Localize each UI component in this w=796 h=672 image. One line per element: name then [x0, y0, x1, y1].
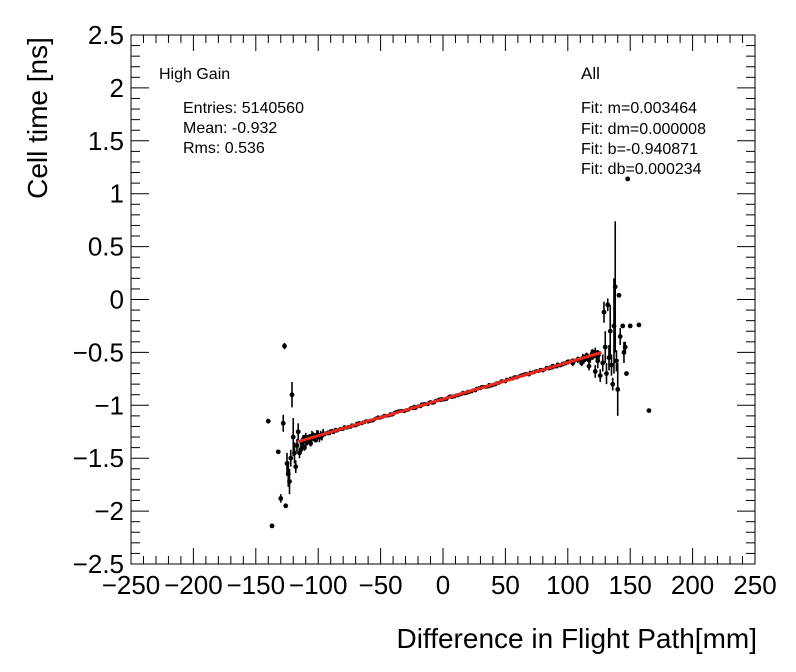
y-tick-label: −0.5	[73, 337, 124, 367]
x-tick-label: 100	[546, 570, 589, 600]
stats-mean: Mean: -0.932	[183, 120, 277, 137]
x-tick-label: −200	[164, 570, 223, 600]
data-point	[600, 360, 606, 366]
data-point	[609, 362, 614, 368]
y-tick-label: 1.5	[88, 126, 124, 156]
data-point	[308, 440, 314, 446]
data-point	[622, 344, 628, 350]
y-tick-label: 2.5	[88, 20, 124, 50]
data-point	[292, 450, 297, 456]
data-point	[293, 464, 299, 470]
x-tick-label: 150	[609, 570, 652, 600]
x-tick-label: 50	[491, 570, 520, 600]
data-point	[615, 387, 621, 392]
data-point	[265, 418, 271, 424]
data-point	[636, 322, 642, 328]
data-point	[602, 344, 608, 350]
x-tick-label: 0	[436, 570, 450, 600]
data-point	[595, 358, 601, 364]
fit-line	[297, 351, 602, 443]
data-point	[604, 371, 609, 376]
data-point	[586, 363, 592, 369]
data-point	[283, 503, 289, 509]
axis-tick-labels: −250 −200 −150 −100 −50 0 50 100 150 200 250 −2.5 −2…	[73, 20, 777, 600]
data-point	[610, 381, 616, 387]
data-point	[269, 523, 275, 529]
data-points	[265, 176, 652, 529]
data-point	[607, 328, 613, 334]
x-tick-label: 250	[733, 570, 776, 600]
data-point	[605, 302, 611, 308]
y-tick-label: −1.5	[73, 443, 124, 473]
x-tick-label: −250	[102, 570, 161, 600]
y-tick-label: −2.5	[73, 549, 124, 579]
y-tick-label: −1	[94, 390, 124, 420]
data-point	[627, 323, 633, 329]
data-point	[290, 434, 296, 440]
fit-dm: Fit: dm=0.000008	[581, 121, 706, 138]
data-point	[280, 420, 286, 426]
data-point	[288, 455, 294, 461]
data-point	[620, 323, 626, 329]
y-tick-label: −2	[94, 496, 124, 526]
data-point	[617, 334, 623, 339]
x-axis-label: Difference in Flight Path[mm]	[396, 623, 757, 654]
data-point	[287, 479, 292, 484]
fit-b: Fit: b=-0.940871	[581, 141, 698, 158]
y-tick-label: 0.5	[88, 232, 124, 262]
x-tick-label: −50	[359, 570, 403, 600]
data-point	[302, 445, 307, 451]
data-point	[597, 373, 603, 379]
data-point	[282, 343, 287, 349]
data-point	[278, 496, 284, 501]
stats-right-label: All	[581, 64, 600, 83]
stats-entries: Entries: 5140560	[183, 100, 304, 117]
data-point	[625, 176, 631, 182]
data-point	[614, 358, 619, 364]
fit-m: Fit: m=0.003464	[581, 100, 697, 117]
data-point	[612, 284, 618, 290]
data-point	[295, 429, 301, 435]
x-tick-label: −150	[227, 570, 286, 600]
data-point	[601, 309, 607, 315]
data-point	[275, 449, 281, 455]
axis-ticks	[130, 34, 756, 565]
y-tick-label: 1	[110, 179, 124, 209]
x-tick-label: −100	[289, 570, 348, 600]
data-point	[616, 292, 622, 298]
x-tick-label: 200	[671, 570, 714, 600]
data-point	[592, 369, 598, 374]
data-point	[294, 443, 300, 448]
stats-left-label: High Gain	[159, 66, 230, 83]
data-point	[624, 371, 629, 376]
fit-db: Fit: db=0.000234	[581, 161, 702, 178]
y-tick-label: 2	[110, 73, 124, 103]
stats-rms: Rms: 0.536	[183, 140, 265, 157]
data-point	[646, 408, 652, 413]
data-point	[289, 392, 295, 398]
y-axis-label: Cell time [ns]	[22, 37, 53, 199]
data-point	[313, 437, 319, 443]
y-tick-label: 0	[110, 285, 124, 315]
data-point	[579, 360, 584, 366]
